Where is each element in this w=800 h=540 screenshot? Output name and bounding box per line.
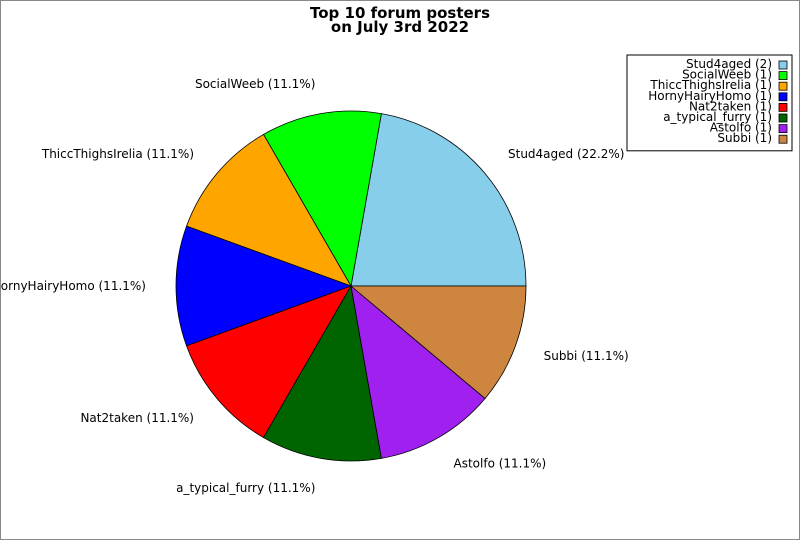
legend-entry-thiccthighsirelia: ThiccThighsIrelia (1): [649, 78, 772, 92]
legend-entry-astolfo: Astolfo (1): [710, 121, 772, 135]
slice-label-astolfo: Astolfo (11.1%): [454, 457, 547, 471]
pie-slice-thiccthighsirelia: [186, 133, 352, 287]
legend-entry-socialweeb: SocialWeeb (1): [682, 68, 772, 82]
slice-label-nat2taken: Nat2taken (11.1%): [80, 411, 194, 425]
legend: Stud4aged (2)SocialWeeb (1)ThiccThighsIr…: [626, 54, 793, 152]
legend-entry-nat2taken: Nat2taken (1): [689, 99, 772, 113]
legend-swatch-hornyhairyhomo: [778, 92, 788, 102]
pie-slice-astolfo: [350, 284, 486, 459]
legend-swatch-nat2taken: [778, 103, 788, 112]
legend-swatch-stud4aged: [778, 60, 788, 70]
chart-title-line-2: on July 3rd 2022: [331, 18, 469, 36]
slice-label-subbi: Subbi (11.1%): [544, 349, 629, 363]
slice-label-a-typical-furry: a_typical_furry (11.1%): [176, 481, 315, 495]
legend-entry-a-typical-furry: a_typical_furry (1): [663, 110, 772, 124]
slice-label-socialweeb: SocialWeeb (11.1%): [195, 77, 315, 91]
pie-slice-subbi: [349, 285, 527, 400]
legend-swatch-a-typical-furry: [778, 113, 788, 123]
slice-labels: Stud4aged (22.2%) SocialWeeb (11.1%) Thicc…: [1, 77, 629, 495]
pie-slice-nat2taken: [186, 285, 352, 439]
legend-swatch-astolfo: [778, 124, 788, 133]
pie-slice-a-typical-furry: [262, 284, 382, 462]
legend-swatch-subbi: [778, 134, 788, 144]
pie-slices: [175, 110, 527, 462]
legend-entry-stud4aged: Stud4aged (2): [686, 57, 772, 71]
legend-box: [626, 54, 793, 152]
pie-slice-hornyhairyhomo: [175, 225, 353, 347]
pie-slice-stud4aged: [350, 113, 527, 287]
pie-slice-socialweeb: [262, 110, 382, 288]
slice-label-hornyhairyhomo: HornyHairyHomo (11.1%): [1, 279, 146, 293]
slice-label-stud4aged: Stud4aged (22.2%): [508, 147, 624, 161]
legend-entry-hornyhairyhomo: HornyHairyHomo (1): [648, 89, 772, 103]
legend-entry-subbi: Subbi (1): [717, 131, 772, 145]
chart-title-line-1: Top 10 forum posters: [310, 4, 490, 22]
legend-swatch-socialweeb: [778, 71, 788, 80]
slice-label-thiccthighsirelia: ThiccThighsIrelia (11.1%): [41, 147, 194, 161]
legend-swatch-thiccthighsirelia: [778, 81, 788, 91]
